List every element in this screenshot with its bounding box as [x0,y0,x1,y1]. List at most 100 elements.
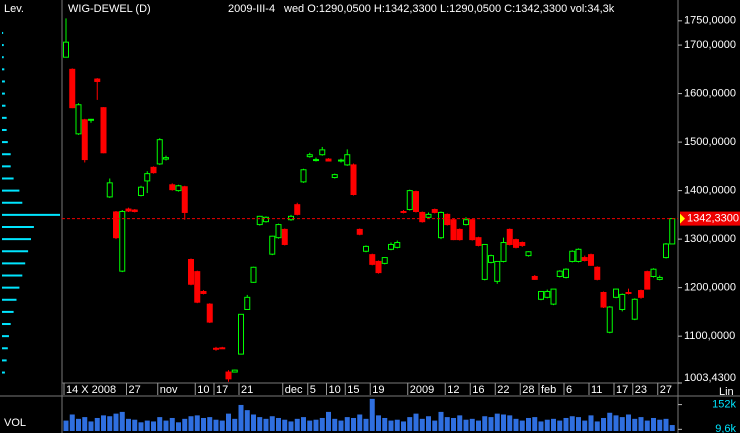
candle-body [206,303,213,323]
candle-body [381,257,388,264]
candle-body [106,182,113,198]
candle-body [163,157,169,160]
volume-bar [382,417,388,431]
x-tick-label: 5 [310,384,316,396]
candle-body [488,255,494,263]
volume-scale-label: Lin [719,386,734,398]
volume-bar [482,416,488,431]
volume-bar [288,421,294,431]
profile-bar [2,201,23,204]
volume-bar [344,417,350,431]
volume-bar [569,416,575,431]
profile-bar [2,116,7,119]
x-tick-label: 17 [616,384,628,396]
profile-bar [2,335,9,338]
volume-bar [363,418,369,431]
volume-bar [63,420,69,431]
profile-bar [2,56,4,59]
volume-bar [594,421,600,431]
candle-body [113,211,119,239]
candle-body [144,173,151,182]
candle-body [75,104,82,135]
candle-body [619,293,626,310]
volume-bar [176,422,181,431]
volume-bar [151,421,156,431]
profile-bar [2,286,20,289]
candle-body [200,291,207,294]
candle-body [81,119,88,161]
profile-bar [2,31,4,34]
volume-bar [69,414,75,431]
candle-body [213,347,219,350]
volume-bar [488,417,494,431]
volume-bar [182,418,188,431]
candle-body [300,169,307,183]
candle-body [513,239,519,248]
volume-bar [138,422,144,431]
volume-bar [188,416,194,431]
volume-bar [326,411,331,431]
candle-body [419,211,426,223]
candle-body [175,185,182,192]
candle-body [563,268,569,278]
candle-body [556,270,563,277]
volume-bar [244,410,250,431]
chart-title: WIG-DEWEL (D) [68,3,151,15]
candle-body [150,166,157,174]
candle-body [306,154,313,158]
candle-body [325,158,332,162]
candle-body [69,68,76,109]
candle-body [194,271,201,303]
candle-body [394,242,401,248]
profile-bar [2,310,14,313]
candle-body [88,118,94,121]
x-tick-label: 10 [329,384,341,396]
profile-bar [2,371,5,374]
volume-bar [369,398,375,431]
candle-body [125,208,132,212]
volume-bar [532,417,538,431]
last-price-box [680,211,740,226]
y-tick-label: 1003,4300 [684,372,736,384]
volume-bar [632,418,638,431]
candle-body [594,266,601,280]
volume-bar [669,425,675,431]
candle-body [631,298,638,320]
volume-bar [126,418,131,431]
profile-bar [2,213,60,216]
profile-bar [2,128,7,131]
volume-bar [576,417,581,431]
volume-bar [451,417,456,431]
volume-bar [101,415,106,431]
profile-bar [2,238,31,241]
candle-body [463,219,469,226]
volume-bar [157,417,163,431]
candle-body [531,275,538,280]
candle-body [650,268,657,277]
x-tick-label: 28 [522,384,534,396]
volume-bar [107,416,113,431]
x-tick-label: 12 [447,384,459,396]
candle-body [550,288,557,305]
y-tick-label: 1700,0000 [684,39,736,51]
volume-bar [607,412,613,431]
candle-body [669,218,676,245]
candle-body [169,184,176,191]
candle-body [663,243,669,259]
candle-body [331,174,338,179]
volume-bar [419,418,425,431]
volume-bar [432,420,438,431]
date: 2009-III-4 [228,3,275,15]
candle-body [181,186,188,213]
volume-bar [463,419,469,431]
volume-bar [119,411,125,431]
volume-bar [507,415,513,431]
candle-body [225,371,232,380]
volume-bar [269,416,275,431]
volume-tick-label: 152k [712,399,736,411]
x-tick-label: 2009 [410,384,434,396]
volume-bar [219,420,225,431]
candle-body [363,245,369,252]
volume-bar [469,418,475,431]
